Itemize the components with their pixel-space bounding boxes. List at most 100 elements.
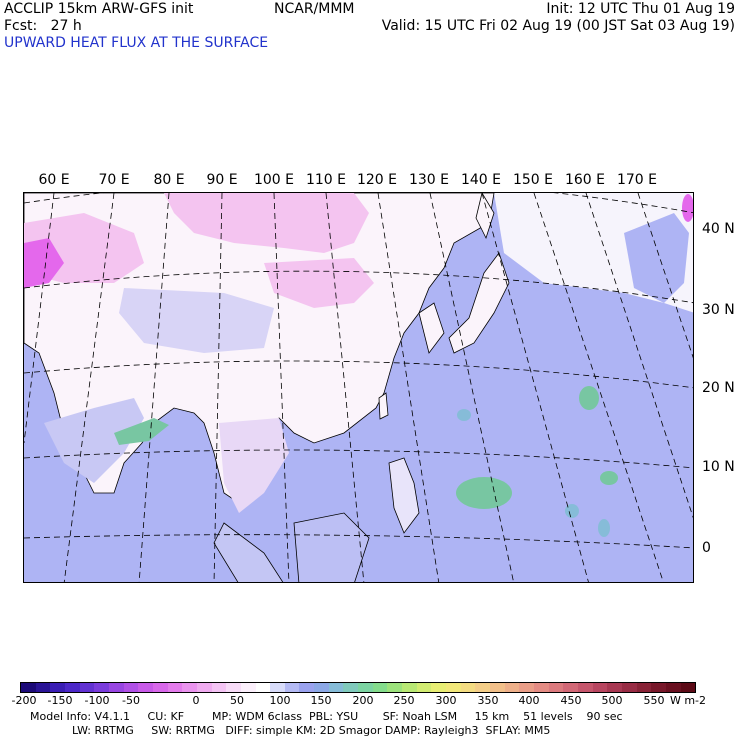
colorbar-swatch xyxy=(108,683,124,692)
latitude-line xyxy=(24,360,693,389)
longitude-line xyxy=(533,193,664,582)
colorbar-swatch xyxy=(270,683,285,692)
lon-label: 170 E xyxy=(616,172,658,188)
colorbar-swatch xyxy=(328,683,344,692)
colorbar-swatch xyxy=(548,683,564,692)
valid-time: Valid: 15 UTC Fri 02 Aug 19 (00 JST Sat … xyxy=(381,18,735,34)
sakhalin xyxy=(475,193,495,240)
colorbar-swatch xyxy=(592,683,608,692)
bay-of-bengal-flux-patch xyxy=(114,418,169,445)
pacific-flux-patch xyxy=(600,471,618,485)
lon-label: 60 E xyxy=(38,172,70,188)
taiwan xyxy=(378,392,389,420)
mongolia-heating-area xyxy=(164,193,369,253)
pacific-cool-patch xyxy=(624,213,689,303)
longitude-line xyxy=(585,193,693,519)
colorbar-label: 100 xyxy=(269,694,291,707)
longitude-line xyxy=(481,193,589,582)
colorbar-swatch xyxy=(402,683,417,692)
colorbar-swatch xyxy=(94,683,109,692)
lat-label: 10 N xyxy=(702,459,735,475)
colorbar-label: 150 xyxy=(310,694,332,707)
colorbar-swatch xyxy=(21,683,36,692)
india-area xyxy=(44,398,144,483)
lon-label: 160 E xyxy=(564,172,606,188)
colorbar-swatch xyxy=(299,683,315,692)
colorbar-label: -150 xyxy=(47,694,73,707)
colorbar-label: 400 xyxy=(518,694,540,707)
lon-label: 110 E xyxy=(305,172,347,188)
colorbar-swatch xyxy=(446,683,461,692)
lon-label: 140 E xyxy=(460,172,502,188)
colorbar-swatch xyxy=(387,683,403,692)
colorbar-swatch xyxy=(533,683,549,692)
pacific-flux-patch xyxy=(456,477,512,509)
iran-hot-area xyxy=(24,238,64,288)
malay-peninsula xyxy=(213,522,284,582)
center-label: NCAR/MMM xyxy=(274,1,355,17)
indochina-area xyxy=(219,418,289,513)
colorbar-swatch xyxy=(358,683,373,692)
colorbar-label: 50 xyxy=(230,694,244,707)
longitude-line xyxy=(377,193,440,582)
lat-label: 20 N xyxy=(702,380,735,396)
colorbar-swatch xyxy=(35,683,51,692)
colorbar-swatch xyxy=(284,683,300,692)
colorbar-swatch xyxy=(79,683,95,692)
colorbar-swatch xyxy=(182,683,197,692)
pacific-flux-patch xyxy=(565,504,579,518)
aleutian-hot-area xyxy=(682,194,693,222)
korea xyxy=(418,302,445,354)
colorbar-swatch xyxy=(490,683,505,692)
colorbar-swatch xyxy=(314,683,329,692)
colorbar-label: -50 xyxy=(122,694,140,707)
lon-label: 80 E xyxy=(153,172,185,188)
pacific-flux-patch xyxy=(457,409,471,421)
colorbar-swatch xyxy=(64,683,80,692)
philippines xyxy=(388,457,420,534)
colorbar-swatch xyxy=(123,683,139,692)
latitude-line xyxy=(24,270,693,304)
colorbar-swatch xyxy=(621,683,637,692)
pacific-flux-patch xyxy=(598,519,610,537)
colorbar-swatch xyxy=(196,683,212,692)
colorbar-label: -200 xyxy=(11,694,37,707)
colorbar-label: 450 xyxy=(560,694,582,707)
japan xyxy=(448,252,510,354)
forecast-hour: Fcst: 27 h xyxy=(4,18,82,34)
lat-label: 40 N xyxy=(702,221,735,237)
colorbar-label: 0 xyxy=(192,694,200,707)
lon-label: 120 E xyxy=(356,172,398,188)
colorbar-swatch xyxy=(416,683,432,692)
model-physics-line: LW: RRTMG SW: RRTMG DIFF: simple KM: 2D … xyxy=(30,724,551,737)
colorbar-swatch xyxy=(665,683,681,692)
model-info-line: Model Info: V4.1.1 CU: KF MP: WDM 6class… xyxy=(30,710,623,723)
model-title: ACCLIP 15km ARW-GFS init xyxy=(4,1,194,17)
lon-label: 90 E xyxy=(206,172,238,188)
colorbar-label: 200 xyxy=(352,694,374,707)
lon-label: 150 E xyxy=(512,172,554,188)
colorbar-label: -100 xyxy=(84,694,110,707)
colorbar-label: 500 xyxy=(601,694,623,707)
lon-label: 100 E xyxy=(253,172,295,188)
colorbar-swatch xyxy=(460,683,476,692)
longitude-line xyxy=(429,193,514,582)
colorbar-swatch xyxy=(651,683,666,692)
longitude-line xyxy=(325,193,365,582)
colorbar-swatch xyxy=(226,683,241,692)
pacific-flux-patch xyxy=(579,386,599,410)
longitude-line xyxy=(213,193,223,582)
colorbar-swatch xyxy=(680,683,696,692)
colorbar-swatch xyxy=(167,683,183,692)
colorbar-swatch xyxy=(240,683,256,692)
colorbar-swatch xyxy=(607,683,622,692)
longitude-line xyxy=(138,193,170,582)
colorbar-swatch xyxy=(50,683,65,692)
latitude-line xyxy=(24,449,693,469)
longitude-line xyxy=(24,193,55,444)
colorbar-swatch xyxy=(372,683,388,692)
colorbar-swatch xyxy=(563,683,578,692)
heat-flux-map xyxy=(23,192,694,583)
colorbar-swatch xyxy=(138,683,153,692)
china-heating-area xyxy=(264,258,374,308)
